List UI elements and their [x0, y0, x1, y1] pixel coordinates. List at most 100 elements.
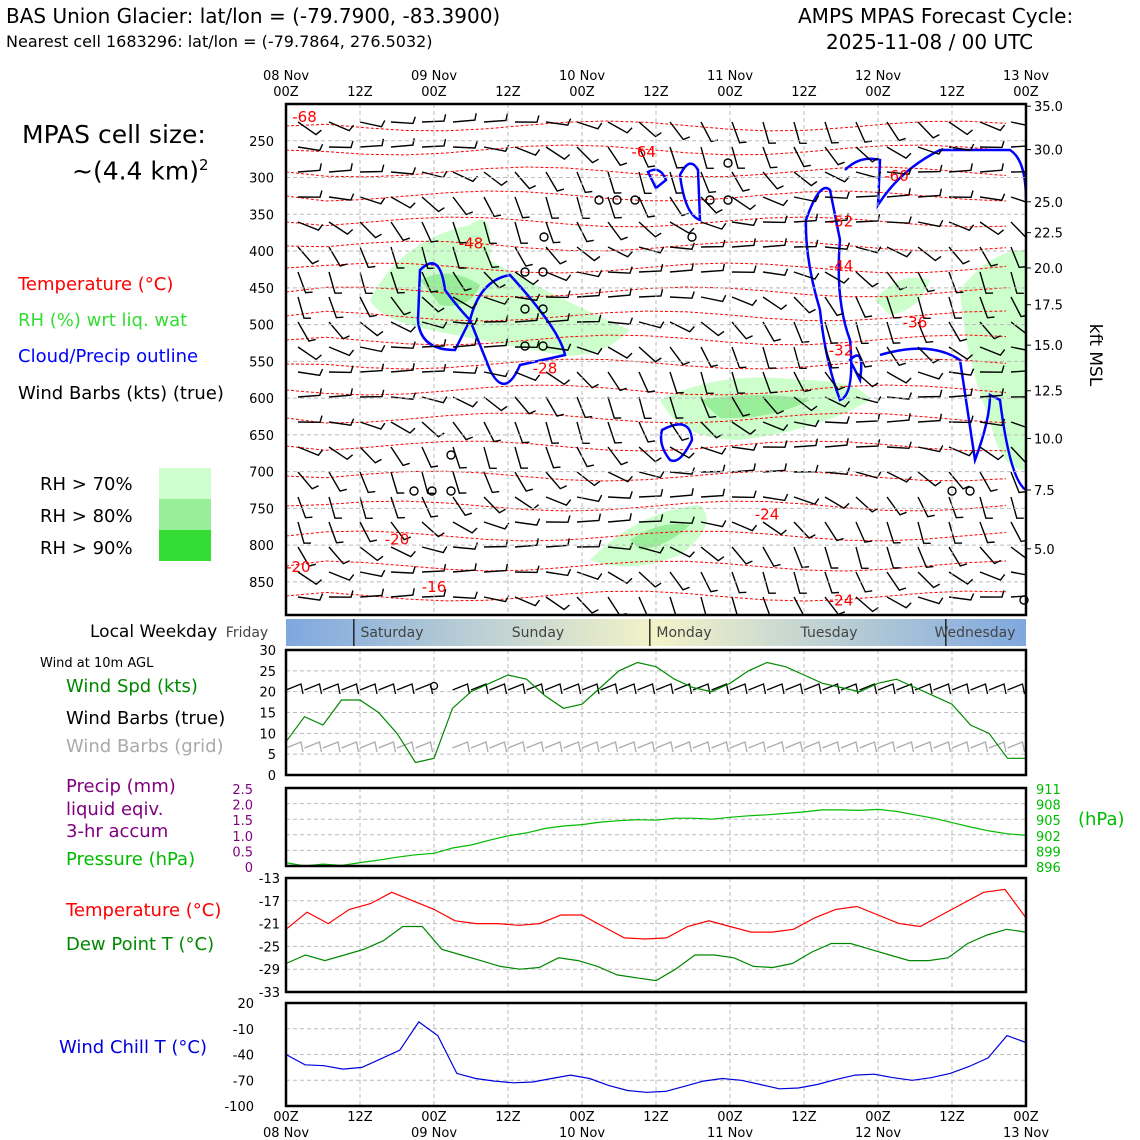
legend-wind-speed: Wind Spd (kts) [66, 676, 198, 697]
wind-barb [793, 596, 812, 615]
wind-barb [917, 219, 944, 228]
wind-barb [638, 421, 656, 443]
wind-barb [483, 563, 509, 573]
precip-tick-label: 1.0 [232, 830, 253, 845]
pressure-tick-label: 850 [249, 576, 274, 591]
wind-barb [948, 246, 970, 265]
wind-barb [700, 121, 719, 143]
wind-barb [979, 446, 1004, 461]
wind-barb [421, 589, 447, 598]
wind-barb-true [674, 683, 693, 695]
wind-barb [638, 596, 648, 615]
wind-barb [452, 113, 477, 123]
wind-barb [948, 368, 975, 376]
isotherm-line [286, 216, 1007, 228]
legend-precip: Precip (mm) [66, 776, 176, 797]
windchill-frame [284, 1001, 1028, 1108]
wind-barb-grid [341, 741, 360, 753]
wind-barb [297, 296, 311, 319]
wind-barb [979, 121, 1006, 132]
wind-barb [638, 264, 664, 273]
wind-barb [452, 317, 479, 325]
top-time-label: 12Z [643, 85, 669, 100]
wind-barb-true [729, 683, 748, 695]
wind-barb [762, 146, 778, 169]
wind-barb [297, 163, 322, 173]
calm-wind-circle [723, 158, 733, 168]
wind-barb [421, 364, 447, 373]
wind-barb [979, 246, 998, 267]
legend-dewpoint: Dew Point T (°C) [66, 934, 215, 955]
wind-barb [390, 116, 416, 125]
wind-barb-true [378, 683, 397, 695]
wind-barb [576, 513, 602, 523]
wind-barb [421, 138, 447, 148]
isotherm-label: -64 [631, 143, 656, 161]
wind-barb [917, 389, 943, 398]
wind-barb [638, 371, 656, 393]
wind-barb [297, 321, 316, 342]
rh-shading-area [875, 277, 930, 315]
wind-barb [607, 266, 633, 274]
wind-barb [979, 521, 995, 544]
wind-barb-true [766, 683, 785, 695]
wind-barb [390, 321, 416, 333]
wind-barb [855, 321, 869, 344]
wind-barb [886, 296, 901, 319]
cell-size-label: MPAS cell size: [22, 120, 206, 149]
wind-barb-grid [600, 741, 619, 753]
wind-barb [452, 196, 474, 216]
isotherm-line [286, 440, 1007, 452]
rh-swatch-90 [159, 530, 211, 561]
wind-barb [762, 493, 789, 502]
wind-barb-grid [581, 741, 600, 753]
wind-barb [824, 321, 839, 344]
wind-barb [731, 396, 751, 417]
isotherm-label: -28 [533, 360, 558, 378]
wind-barb [669, 596, 677, 615]
wind-barb-true [396, 683, 415, 695]
wind-barb [917, 321, 934, 344]
cloud-outline [468, 273, 567, 385]
wind-barb [762, 171, 784, 190]
pressure-tick-label: 350 [249, 208, 274, 223]
wind-barb [669, 121, 691, 141]
bottom-time-label: 00Z [273, 1110, 299, 1125]
wind-barb-true [803, 683, 822, 695]
wind-barb [514, 313, 539, 323]
wind-barb [514, 115, 540, 123]
wind-barb [359, 496, 373, 519]
top-date-label: 11 Nov [707, 69, 753, 84]
wind-barb [979, 271, 994, 294]
wind-barb [762, 421, 789, 432]
wind-barb [297, 496, 313, 519]
wind-barb [855, 596, 879, 613]
wind-barb [545, 221, 561, 244]
wind-barb [979, 496, 993, 519]
wind-barb [762, 440, 788, 448]
pressure-line [285, 808, 1027, 867]
wind-barb [1010, 121, 1026, 126]
wind-barb [824, 191, 850, 199]
wind-barb [948, 546, 968, 567]
wind-barb [855, 546, 869, 569]
wind-barb [421, 296, 445, 313]
wind-barb [700, 371, 714, 394]
wind-barb [948, 415, 974, 424]
wind-barb [297, 521, 312, 544]
wind-barb [452, 421, 473, 441]
wind-barb [421, 471, 435, 494]
wind-barb [607, 371, 627, 392]
calm-wind-circle [429, 681, 439, 691]
wind-barb [669, 421, 690, 442]
wind-barb [297, 471, 319, 490]
wind-barb [731, 596, 738, 615]
wind-barb [421, 221, 439, 243]
bottom-time-label: 12Z [791, 1110, 817, 1125]
wind-barb [328, 446, 354, 461]
wind-barb [762, 238, 787, 248]
wind-barb [576, 571, 603, 581]
wind-barb [638, 571, 662, 588]
